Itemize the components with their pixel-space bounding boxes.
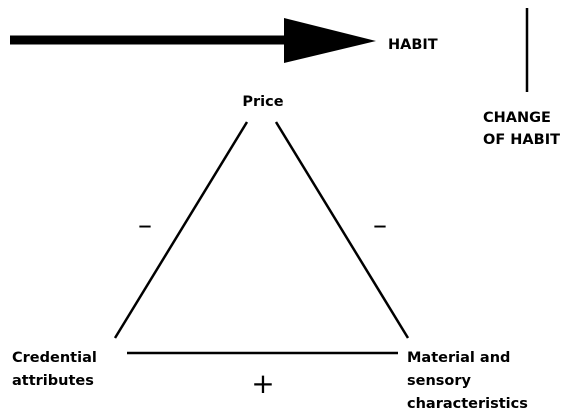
node-label: Credential (12, 350, 97, 366)
node-label: sensory (407, 373, 472, 389)
arrow-label: HABIT (388, 37, 438, 53)
edge (274, 121, 410, 339)
node-label: attributes (12, 373, 94, 389)
node-label: Material and (407, 350, 510, 366)
node-label: Price (242, 94, 283, 110)
change-label: CHANGE (483, 110, 551, 126)
edge-sign: – (138, 208, 152, 241)
edge-sign: – (373, 208, 387, 241)
node-label: characteristics (407, 396, 528, 412)
edge (113, 121, 249, 339)
arrow-head (284, 18, 376, 63)
edge-sign: + (251, 367, 274, 400)
change-label: OF HABIT (483, 132, 560, 148)
